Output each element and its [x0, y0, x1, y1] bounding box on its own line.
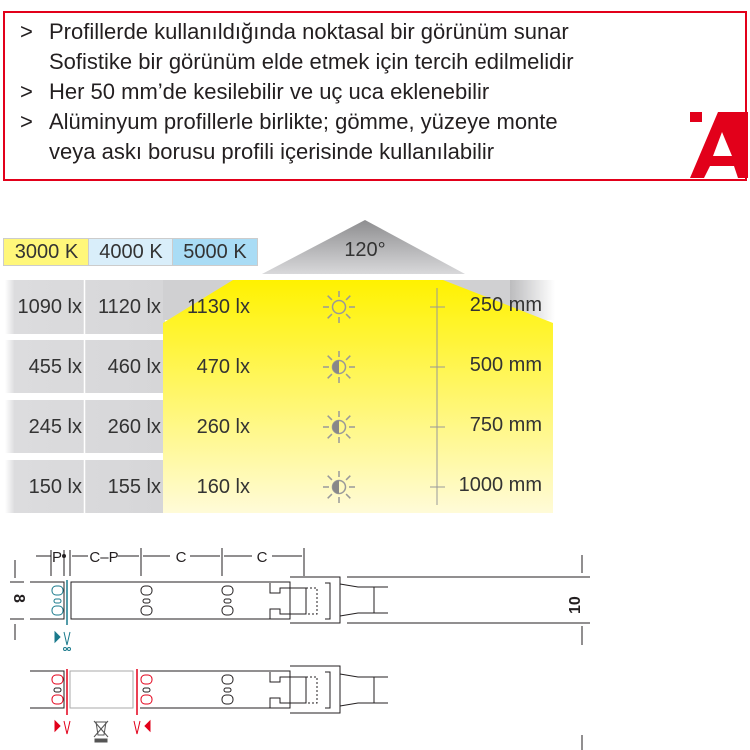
feature-text: Sofistike bir görünüm elde etmek için te…	[49, 49, 574, 74]
bullet-marker: >	[20, 109, 33, 134]
feature-line: > Her 50 mm’de kesilebilir ve uç uca ekle…	[20, 77, 489, 107]
features-box	[3, 11, 747, 181]
feature-line: Sofistike bir görünüm elde etmek için te…	[20, 47, 574, 77]
feature-text: Profillerde kullanıldığında noktasal bir…	[49, 19, 569, 44]
dimension-line	[36, 548, 305, 576]
lux-value: 260 lx	[107, 416, 161, 438]
light-cone	[163, 280, 553, 513]
feature-text: veya askı borusu profili içerisinde kull…	[49, 139, 495, 164]
dim-c-minus-p: C–P	[89, 549, 118, 566]
feature-text: Alüminyum profillerle birlikte; gömme, y…	[49, 109, 558, 134]
color-temp-5000k: 5000 K	[172, 238, 258, 266]
lux-value: 460 lx	[107, 356, 161, 378]
led-strip-cut-ok	[30, 576, 388, 651]
feature-text: Her 50 mm’de kesilebilir ve uç uca eklen…	[49, 79, 490, 104]
color-temp-3000k: 3000 K	[3, 238, 90, 266]
dim-c1: C	[176, 549, 187, 566]
lux-value: 160 lx	[196, 476, 250, 498]
lux-diagram	[5, 220, 555, 513]
dim-p: P	[52, 549, 62, 566]
sun-half-icon	[323, 471, 355, 503]
dim-height-strip: 8	[10, 594, 27, 603]
led-strip-cut-waste	[30, 665, 388, 743]
feature-line: > Profillerde kullanıldığında noktasal bi…	[20, 17, 569, 47]
lux-value: 155 lx	[107, 476, 161, 498]
lux-value: 260 lx	[196, 416, 250, 438]
distance-label: 750 mm	[469, 414, 542, 436]
distance-label: 250 mm	[469, 294, 542, 316]
bullet-marker: >	[20, 19, 33, 44]
beam-angle: 120°	[344, 239, 386, 261]
distance-label: 500 mm	[469, 354, 542, 376]
lux-value: 1120 lx	[97, 296, 161, 318]
bullet-marker: >	[20, 79, 33, 104]
dim-c2: C	[257, 549, 268, 566]
lux-value: 1130 lx	[186, 296, 250, 318]
sun-full-icon	[323, 291, 355, 323]
sun-half-icon	[323, 351, 355, 383]
distance-label: 1000 mm	[458, 474, 542, 496]
feature-line: > Alüminyum profillerle birlikte; gömme, …	[20, 107, 558, 137]
sun-half-icon	[323, 411, 355, 443]
lux-value: 1090 lx	[17, 296, 83, 318]
lux-value: 470 lx	[196, 356, 250, 378]
feature-line: veya askı borusu profili içerisinde kull…	[20, 137, 494, 167]
lux-value: 455 lx	[28, 356, 82, 378]
waste-bin-icon	[93, 720, 109, 743]
color-temp-4000k: 4000 K	[88, 238, 174, 266]
dim-height-profile: 10	[567, 596, 584, 614]
lux-value: 245 lx	[28, 416, 82, 438]
lux-value: 150 lx	[28, 476, 82, 498]
strip-drawing: P C–P C C 8 10	[10, 548, 590, 750]
beam-triangle	[262, 220, 465, 274]
brand-logo	[690, 112, 748, 178]
